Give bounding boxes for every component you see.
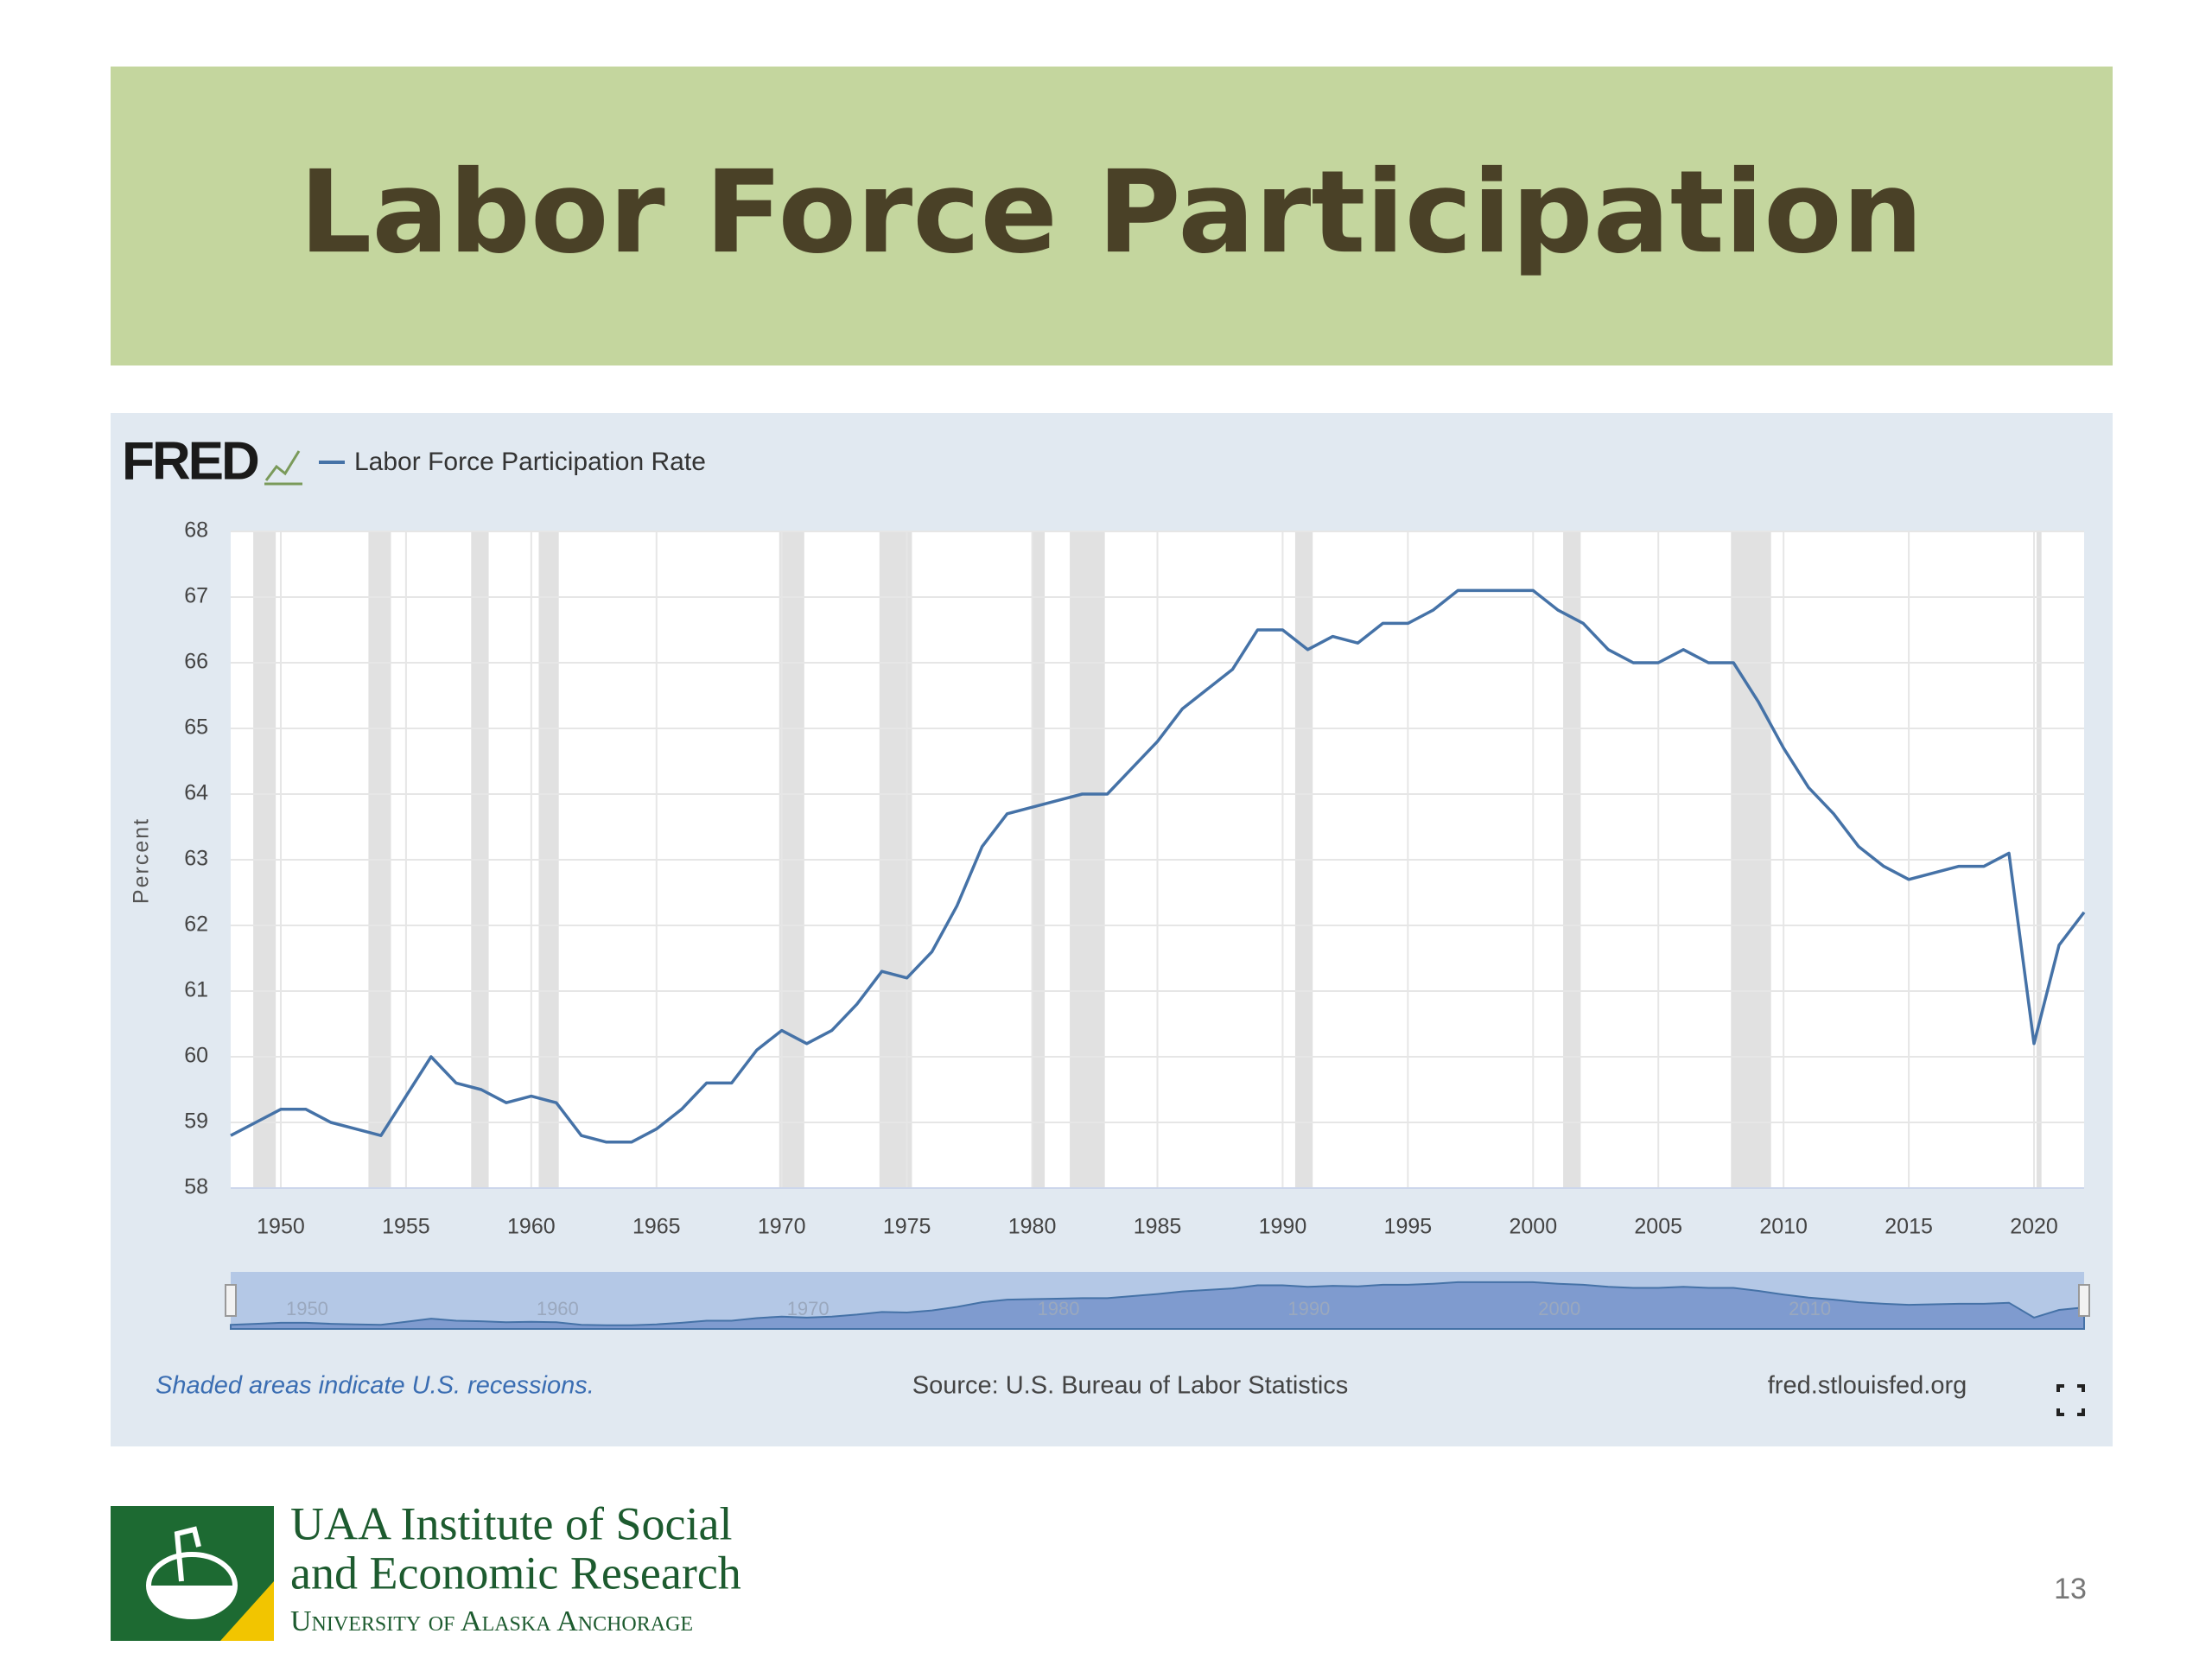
x-tick-label: 1950 (257, 1215, 305, 1239)
x-tick-label: 1955 (382, 1215, 430, 1239)
site-url: fred.stlouisfed.org (1768, 1372, 1967, 1400)
x-tick-label: 1990 (1259, 1215, 1307, 1239)
slide-title: Labor Force Participation (299, 146, 1923, 279)
legend-label: Labor Force Participation Rate (354, 448, 706, 476)
navigator-tick-label: 1970 (787, 1298, 830, 1319)
navigator-tick-label: 1960 (537, 1298, 579, 1319)
x-tick-label: 1975 (883, 1215, 931, 1239)
navigator-tick-label: 2010 (1789, 1298, 1831, 1319)
y-tick-label: 63 (184, 847, 208, 871)
source-note: Source: U.S. Bureau of Labor Statistics (912, 1372, 1349, 1400)
page-number: 13 (2054, 1573, 2087, 1605)
navigator-handle[interactable] (2078, 1284, 2090, 1317)
navigator-area (230, 1281, 2085, 1330)
y-tick-label: 60 (184, 1044, 208, 1068)
logo-figure (174, 1526, 201, 1582)
y-tick-label: 64 (184, 781, 208, 805)
y-tick-label: 58 (184, 1175, 208, 1199)
y-tick-label: 66 (184, 650, 208, 674)
y-tick-label: 67 (184, 584, 208, 608)
y-tick-label: 68 (184, 518, 208, 543)
x-tick-label: 1985 (1134, 1215, 1182, 1239)
x-tick-label: 1965 (632, 1215, 681, 1239)
plot-area: 58 59 60 61 62 63 64 65 66 67 68 1950 1955 1960 1965 19… (130, 448, 2090, 1330)
logo-corner (220, 1581, 274, 1641)
x-tick-label: 2000 (1509, 1215, 1557, 1239)
navigator-tick-label: 1990 (1287, 1298, 1330, 1319)
x-tick-label: 1995 (1384, 1215, 1433, 1239)
x-tick-label: 1970 (758, 1215, 806, 1239)
navigator-tick-label: 1980 (1038, 1298, 1080, 1319)
logo-emblem-fill (149, 1586, 235, 1617)
logo-line: University of Alaska Anchorage (290, 1605, 693, 1637)
y-tick-label: 65 (184, 715, 208, 740)
x-tick-label: 1960 (507, 1215, 556, 1239)
recession-note: Shaded areas indicate U.S. recessions. (156, 1372, 594, 1400)
y-axis-label: Percent (130, 817, 154, 904)
fred-logo-icon (264, 450, 302, 486)
fred-logo: FRED (122, 431, 258, 491)
uaa-logo (111, 1506, 274, 1641)
navigator-tick-label: 2000 (1538, 1298, 1580, 1319)
header-band (111, 67, 2113, 365)
navigator-handle[interactable] (225, 1284, 237, 1317)
x-tick-label: 1980 (1008, 1215, 1057, 1239)
y-tick-label: 61 (184, 978, 208, 1002)
logo-line: and Economic Research (290, 1547, 741, 1599)
x-tick-label: 2020 (2010, 1215, 2058, 1239)
y-tick-label: 62 (184, 912, 208, 937)
fullscreen-button[interactable] (2056, 1384, 2085, 1416)
y-tick-label: 59 (184, 1109, 208, 1134)
data-line (230, 588, 2086, 1144)
x-tick-label: 2005 (1634, 1215, 1682, 1239)
x-tick-label: 2015 (1885, 1215, 1933, 1239)
navigator-tick-label: 1950 (286, 1298, 328, 1319)
logo-line: UAA Institute of Social (290, 1497, 732, 1549)
x-tick-label: 2010 (1759, 1215, 1808, 1239)
